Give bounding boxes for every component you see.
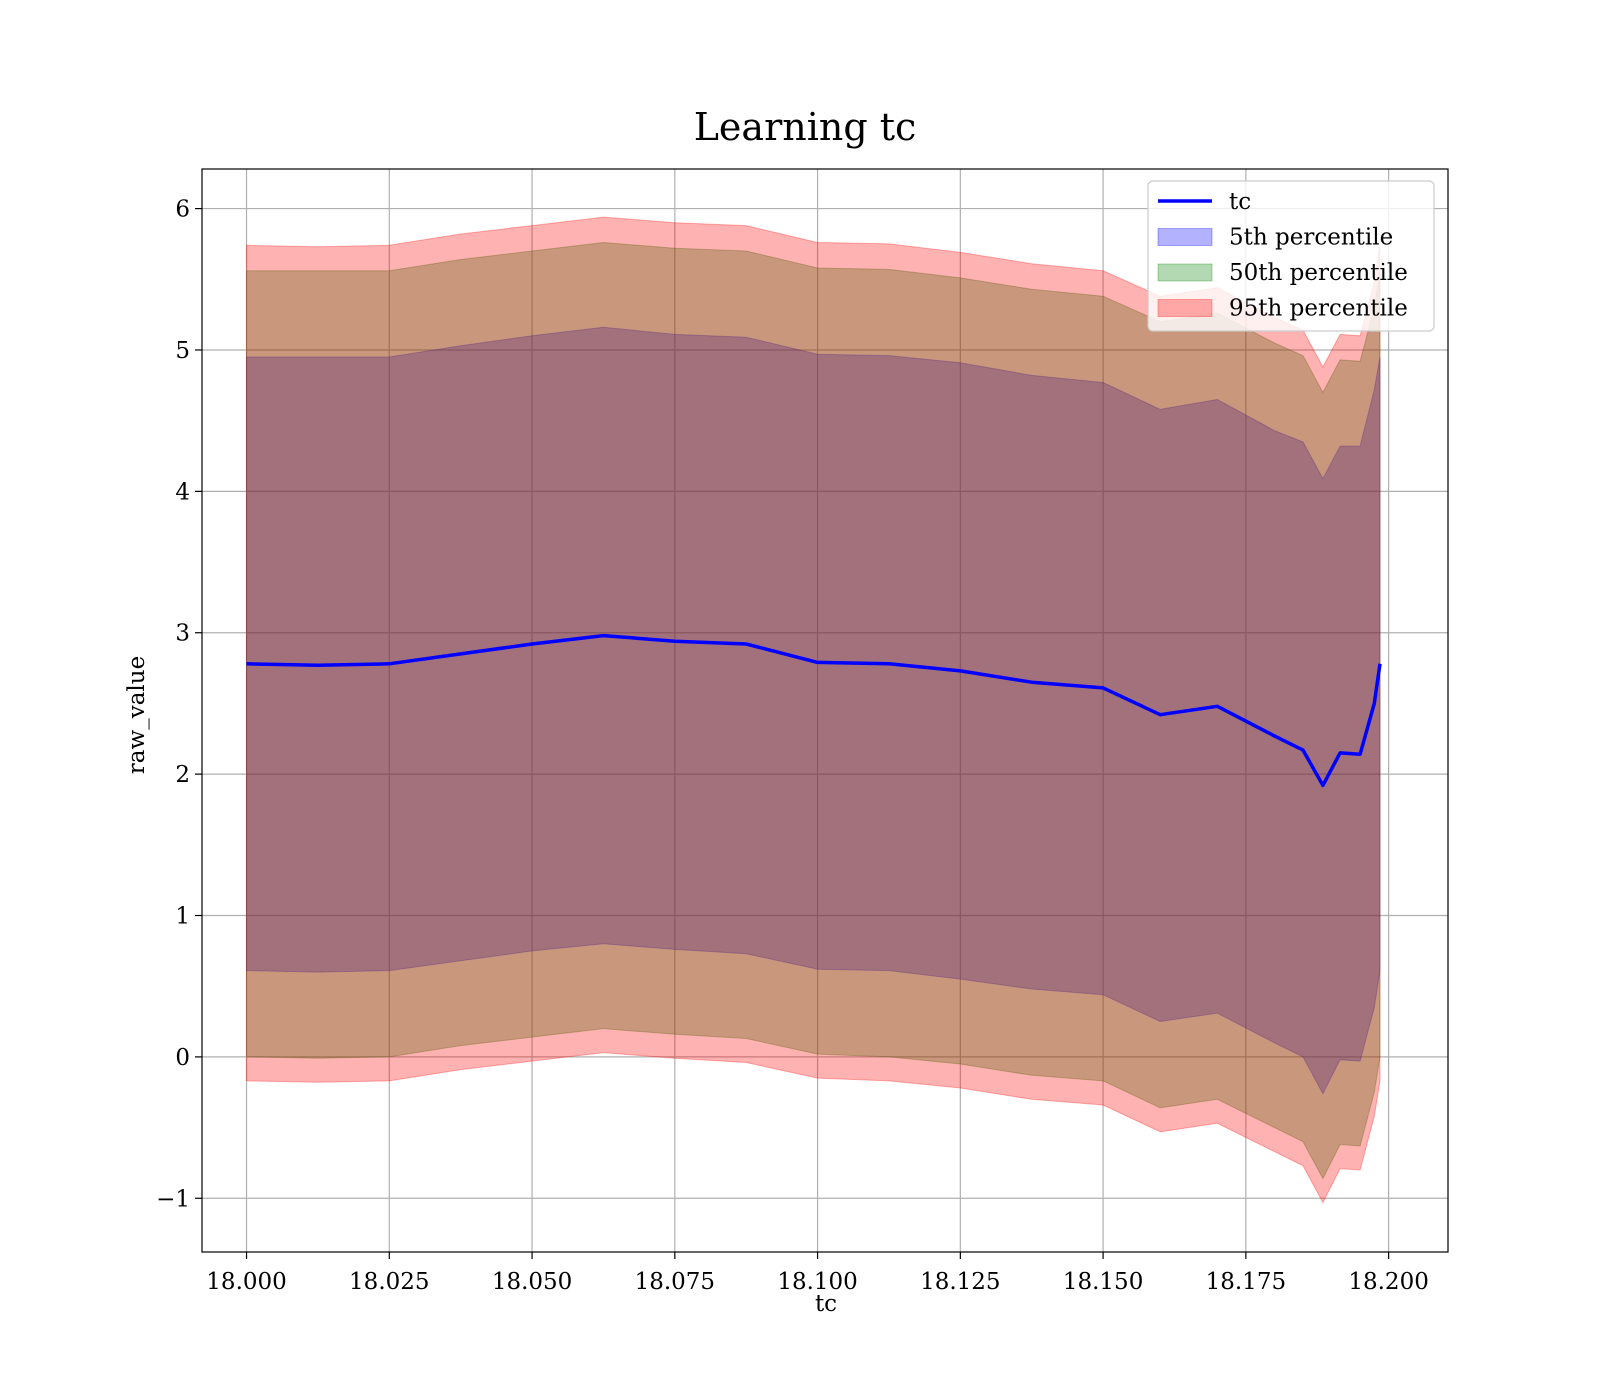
y-tick-label: 5	[175, 338, 190, 364]
legend: tc 5th percentile 50th percentile 95th perc…	[1147, 180, 1435, 332]
legend-label: 50th percentile	[1229, 260, 1408, 286]
y-tick-label: 1	[175, 904, 190, 930]
legend-label: tc	[1229, 189, 1251, 215]
x-tick-label: 18.200	[1348, 1269, 1428, 1295]
band-50th-percentile	[246, 241, 1381, 1180]
x-tick-label: 18.025	[349, 1269, 429, 1295]
x-tick-label: 18.100	[777, 1269, 857, 1295]
plot-frame	[201, 168, 1449, 1253]
y-axis-label: raw_value	[124, 656, 150, 774]
grid	[202, 169, 1448, 1252]
legend-swatch-patch	[1157, 263, 1213, 282]
y-tick-label: 4	[175, 479, 190, 505]
y-tick-label: 3	[175, 621, 190, 647]
x-tick-label: 18.175	[1206, 1269, 1286, 1295]
x-tick-label: 18.150	[1063, 1269, 1143, 1295]
legend-box	[1147, 180, 1435, 332]
legend-swatch-patch	[1157, 299, 1213, 317]
legend-swatch-patch	[1157, 228, 1213, 246]
y-tick-label: 0	[175, 1045, 190, 1071]
x-tick-label: 18.050	[492, 1269, 572, 1295]
chart-title: Learning tc	[694, 105, 917, 149]
line-tc	[246, 633, 1382, 788]
x-tick-label: 18.000	[206, 1269, 286, 1295]
x-tick-label: 18.125	[920, 1269, 1000, 1295]
legend-label: 5th percentile	[1229, 225, 1393, 251]
y-tick-label: 2	[175, 762, 190, 788]
y-tick-label: 6	[175, 197, 190, 223]
axis-ticks: 18.000 18.025 18.050 18.075 18.100 18.125 18.1…	[156, 197, 1429, 1295]
legend-label: 95th percentile	[1229, 296, 1408, 322]
series-lines	[246, 633, 1382, 788]
y-tick-label: −1	[156, 1186, 190, 1212]
percentile-bands	[246, 216, 1381, 1204]
band-5th-percentile	[246, 326, 1381, 1095]
x-axis-label: tc	[815, 1291, 837, 1317]
x-tick-label: 18.075	[635, 1269, 715, 1295]
band-95th-percentile	[246, 216, 1381, 1204]
